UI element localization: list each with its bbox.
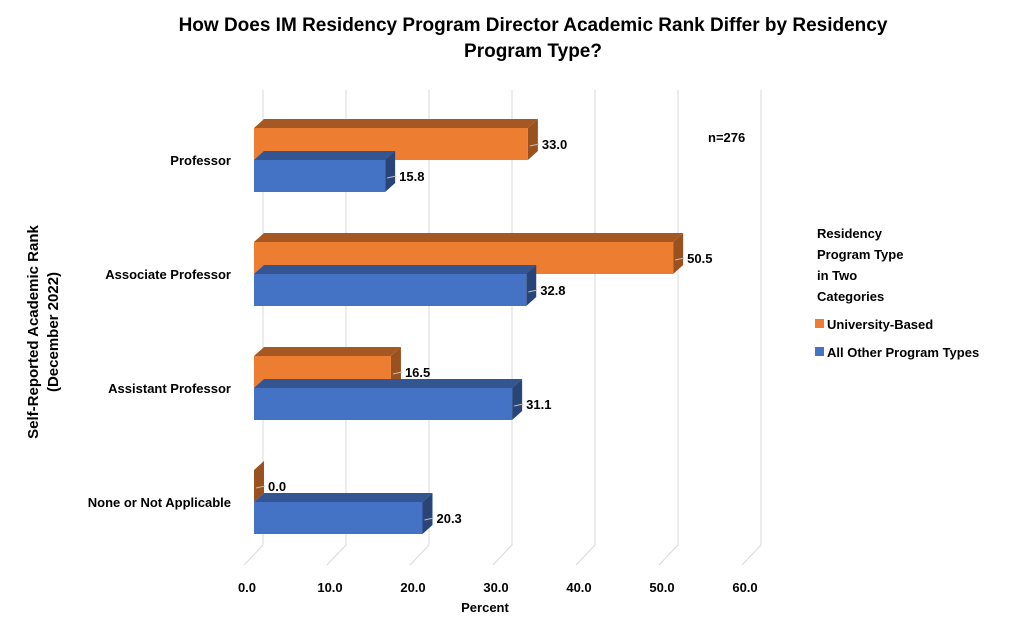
legend-title: Program Type — [817, 247, 903, 262]
bar-top — [254, 119, 538, 128]
chart-title: How Does IM Residency Program Director A… — [179, 15, 888, 36]
bar-side — [512, 379, 523, 420]
data-label-leader — [514, 403, 524, 407]
x-tick-label: 30.0 — [483, 580, 508, 595]
legend-title: Categories — [817, 289, 884, 304]
bar-top — [254, 347, 401, 356]
data-label: 20.3 — [436, 511, 461, 526]
bar-top — [254, 233, 684, 242]
data-label-leader — [529, 143, 540, 147]
x-axis-label: Percent — [461, 600, 509, 615]
sample-size-annotation: n=276 — [708, 130, 745, 145]
bar-top — [254, 151, 396, 160]
data-label-leader — [387, 175, 397, 179]
y-axis-label: Self-Reported Academic Rank — [25, 225, 42, 439]
category-label: Professor — [170, 153, 231, 168]
data-label: 15.8 — [399, 169, 424, 184]
data-label: 32.8 — [540, 283, 565, 298]
data-label: 16.5 — [405, 365, 430, 380]
gridline — [575, 90, 596, 566]
legend-label: All Other Program Types — [827, 345, 979, 360]
bar-top — [254, 379, 523, 388]
gridline — [658, 90, 679, 566]
bar-side — [526, 265, 537, 306]
legend-title: in Two — [817, 268, 857, 283]
bar-other — [254, 502, 423, 534]
category-label: None or Not Applicable — [88, 495, 231, 510]
data-label-leader — [528, 289, 538, 293]
legend-label: University-Based — [827, 317, 933, 332]
category-label: Assistant Professor — [108, 381, 231, 396]
x-tick-label: 40.0 — [566, 580, 591, 595]
chart-title: Program Type? — [464, 41, 602, 62]
data-label: 31.1 — [526, 397, 551, 412]
bar-side — [527, 119, 538, 160]
x-tick-label: 10.0 — [317, 580, 342, 595]
data-label: 50.5 — [687, 251, 712, 266]
data-label-leader — [392, 371, 403, 375]
bar-side — [254, 461, 264, 502]
legend-swatch — [815, 347, 824, 356]
bar-other — [254, 274, 527, 306]
x-tick-label: 60.0 — [732, 580, 757, 595]
bar-side — [385, 151, 396, 192]
bar-top — [254, 265, 537, 274]
bar-side — [673, 233, 684, 274]
data-label-leader — [255, 485, 266, 489]
category-label: Associate Professor — [105, 267, 231, 282]
data-label: 0.0 — [268, 479, 286, 494]
gridline — [492, 90, 513, 566]
bar-side — [390, 347, 401, 388]
gridline — [741, 90, 762, 566]
bar-other — [254, 388, 513, 420]
x-tick-label: 50.0 — [649, 580, 674, 595]
data-label-leader — [675, 257, 685, 261]
y-axis-label: (December 2022) — [45, 272, 62, 392]
data-label: 33.0 — [542, 137, 567, 152]
bar-side — [422, 493, 433, 534]
x-tick-label: 0.0 — [238, 580, 256, 595]
data-label-leader — [424, 517, 434, 521]
x-tick-label: 20.0 — [400, 580, 425, 595]
bar-top — [254, 493, 433, 502]
bar-other — [254, 160, 386, 192]
legend-swatch — [815, 319, 824, 328]
legend-title: Residency — [817, 226, 883, 241]
